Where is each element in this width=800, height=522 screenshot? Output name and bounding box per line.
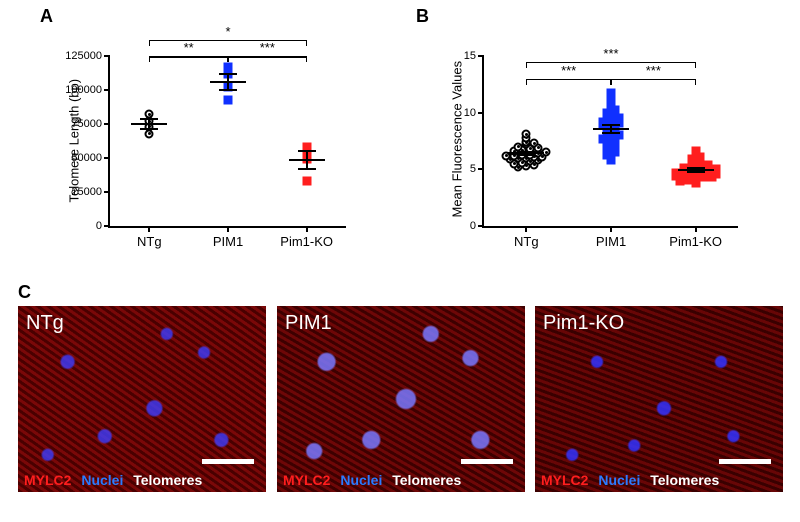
significance-label: ** — [184, 40, 194, 55]
scale-bar — [461, 459, 513, 464]
y-tick-label: 125000 — [65, 50, 102, 62]
data-point — [224, 95, 233, 104]
y-tick-label: 15 — [464, 50, 476, 62]
significance-label: * — [225, 24, 230, 39]
panel-label-a: A — [40, 6, 53, 27]
legend-mylc2: MYLC2 — [24, 472, 71, 488]
panel-label-c: C — [18, 282, 31, 303]
legend-telomeres: Telomeres — [650, 472, 719, 488]
chart-b: 051015NTgPIM1Pim1-KO********* — [482, 56, 738, 228]
significance-label: *** — [646, 63, 661, 78]
data-point — [522, 130, 531, 139]
micrograph-title: NTg — [26, 312, 64, 335]
micrograph-legend: MYLC2 Nuclei Telomeres — [24, 472, 208, 488]
data-point — [691, 147, 700, 156]
scale-bar — [719, 459, 771, 464]
legend-telomeres: Telomeres — [392, 472, 461, 488]
scale-bar — [202, 459, 254, 464]
micrograph-title: Pim1-KO — [543, 312, 624, 335]
legend-nuclei: Nuclei — [340, 472, 382, 488]
chart-a-ylabel: Telomere Length (bp) — [67, 83, 82, 203]
legend-mylc2: MYLC2 — [541, 472, 588, 488]
data-point — [607, 97, 616, 106]
significance-label: *** — [561, 63, 576, 78]
significance-label: *** — [260, 40, 275, 55]
x-tick-label: PIM1 — [596, 234, 626, 249]
micrograph-title: PIM1 — [285, 312, 332, 335]
data-point — [302, 177, 311, 186]
y-tick-label: 5 — [470, 163, 476, 175]
x-tick-label: NTg — [137, 234, 162, 249]
x-tick-label: Pim1-KO — [669, 234, 722, 249]
x-tick-label: PIM1 — [213, 234, 243, 249]
y-tick-label: 0 — [470, 220, 476, 232]
significance-label: *** — [603, 46, 618, 61]
x-tick-label: NTg — [514, 234, 539, 249]
y-tick-label: 0 — [96, 220, 102, 232]
data-point — [530, 139, 539, 148]
data-point — [224, 62, 233, 71]
data-point — [615, 114, 624, 123]
x-tick-label: Pim1-KO — [280, 234, 333, 249]
legend-nuclei: Nuclei — [598, 472, 640, 488]
micrograph-legend: MYLC2 Nuclei Telomeres — [283, 472, 467, 488]
panel-label-b: B — [416, 6, 429, 27]
legend-telomeres: Telomeres — [133, 472, 202, 488]
legend-nuclei: Nuclei — [81, 472, 123, 488]
micrograph-pim1ko: Pim1-KO MYLC2 Nuclei Telomeres — [535, 306, 783, 492]
chart-a: 0250005000075000100000125000NTgPIM1Pim1-… — [108, 56, 346, 228]
micrograph-legend: MYLC2 Nuclei Telomeres — [541, 472, 725, 488]
chart-b-ylabel: Mean Fluorescence Values — [450, 68, 465, 218]
micrograph-ntg: NTg MYLC2 Nuclei Telomeres — [18, 306, 266, 492]
data-point — [607, 89, 616, 98]
micrograph-pim1: PIM1 MYLC2 Nuclei Telomeres — [277, 306, 525, 492]
y-tick-label: 10 — [464, 107, 476, 119]
legend-mylc2: MYLC2 — [283, 472, 330, 488]
